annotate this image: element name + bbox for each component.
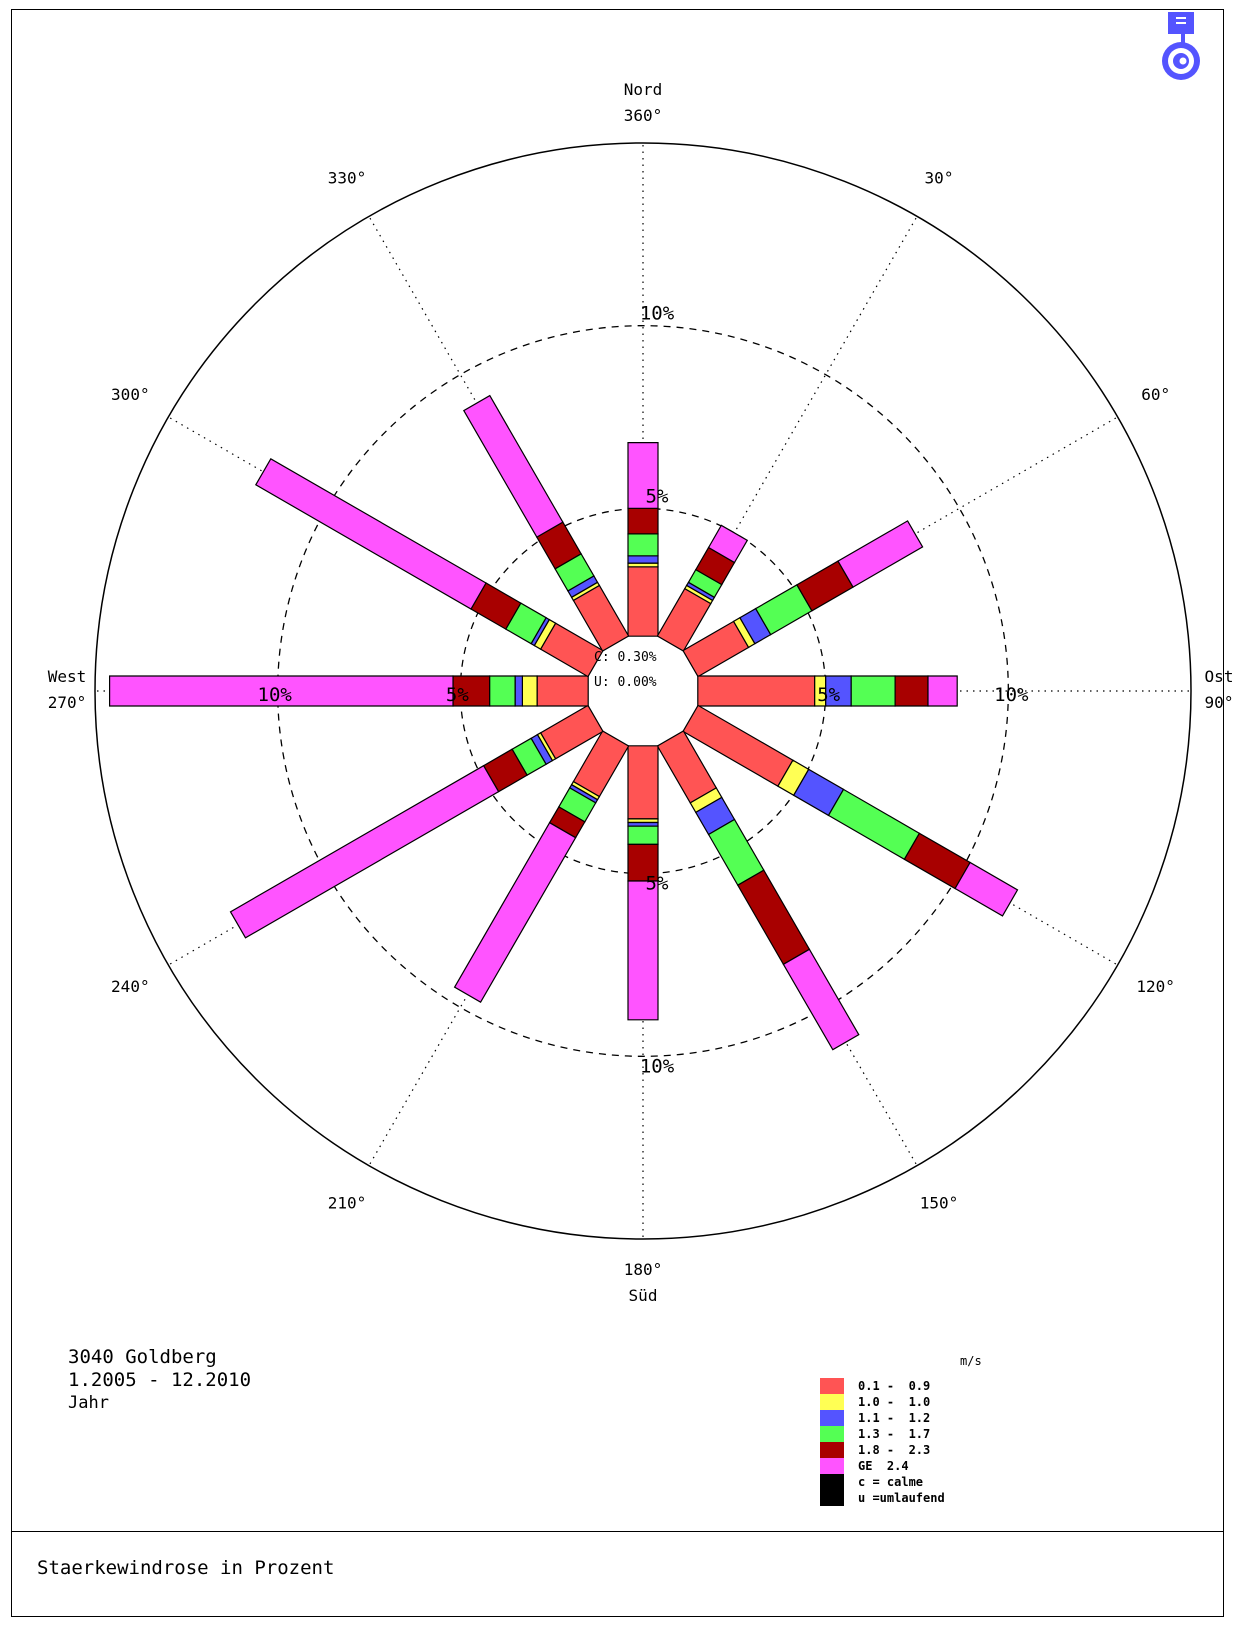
direction-label-180-1: 180° [624,1260,663,1279]
legend-swatch [820,1394,844,1410]
direction-label-120: 120° [1136,977,1175,996]
bar-0-class-5 [627,507,659,535]
legend-label: 1.3 - 1.7 [858,1427,931,1441]
legend-swatch [820,1426,844,1442]
bar-0-class-1 [627,566,659,637]
ring-label-west-5: 5% [446,684,469,706]
direction-label-30: 30° [925,168,954,187]
bar-180-class-1 [627,745,659,820]
bar-270-class-1 [536,675,589,707]
bar-150-class-6 [782,948,860,1051]
bar-270-class-6 [108,675,454,707]
bar-270-class-2 [521,675,538,707]
legend-label: 1.8 - 2.3 [858,1443,931,1457]
bar-30-class-6 [707,524,749,564]
legend-label: u =umlaufend [858,1491,945,1505]
bar-90-class-1 [697,675,816,707]
legend-label: GE 2.4 [858,1459,909,1473]
outer-ring [94,142,1192,1240]
bar-270-class-3 [514,675,524,707]
direction-label-300: 300° [111,385,150,404]
legend-label: 1.1 - 1.2 [858,1411,931,1425]
bar-180-class-6 [627,880,659,1021]
legend-swatch [820,1458,844,1474]
bar-210-class-6 [453,821,577,1004]
bar-270-class-4 [489,675,516,707]
legend-label: c = calme [858,1475,924,1489]
legend-swatch [820,1378,844,1394]
ring-label-east-5: 5% [817,684,840,706]
station-name: 3040 Goldberg [68,1346,217,1368]
ring-label-south-10: 10% [640,1055,675,1077]
bar-90-class-4 [850,675,896,707]
bar-0-class-3 [627,555,659,564]
direction-label-270-1: West [48,667,87,686]
direction-label-210: 210° [328,1194,367,1213]
bar-0-class-4 [627,533,659,557]
direction-label-180-2: Süd [629,1286,658,1305]
direction-label-90-1: Ost [1205,667,1234,686]
bar-0-class-6 [627,442,659,509]
direction-label-0-1: Nord [624,80,663,99]
direction-label-60: 60° [1141,385,1170,404]
chart-frame [11,9,1224,1617]
legend-label: 1.0 - 1.0 [858,1395,931,1409]
calm-value: C: 0.30% [594,650,657,665]
bar-90-class-6 [927,675,958,707]
direction-label-0-2: 360° [624,106,663,125]
direction-label-270-2: 270° [48,693,87,712]
station-season: Jahr [68,1393,109,1413]
legend-label: 0.1 - 0.9 [858,1379,931,1393]
direction-label-90-2: 90° [1205,693,1234,712]
bar-150-class-5 [736,869,811,966]
variable-value: U: 0.00% [594,675,657,690]
legend-swatch [820,1442,844,1458]
ring-label-west-10: 10% [258,684,293,706]
bar-120-class-6 [954,861,1019,917]
bar-300-class-6 [254,457,487,610]
bar-60-class-6 [837,520,924,588]
bar-240-class-6 [229,764,500,939]
legend-unit: m/s [960,1354,982,1368]
direction-label-150: 150° [920,1194,959,1213]
legend-swatch [820,1474,844,1490]
ring-label-north-10: 10% [640,303,675,325]
bar-120-class-4 [827,788,921,861]
legend-swatch [820,1410,844,1426]
legend-swatch [820,1490,844,1506]
ring-label-east-10: 10% [994,684,1029,706]
logo-icon [1162,12,1200,80]
station-period: 1.2005 - 12.2010 [68,1369,252,1391]
direction-label-240: 240° [111,977,150,996]
footer-divider [11,1531,1224,1532]
bar-330-class-6 [462,394,564,538]
chart-title: Staerkewindrose in Prozent [37,1557,335,1579]
ring-label-south-5: 5% [646,873,669,895]
bar-90-class-5 [894,675,929,707]
ring-label-north-5: 5% [646,485,669,507]
bar-180-class-4 [627,825,659,846]
direction-label-330: 330° [328,168,367,187]
